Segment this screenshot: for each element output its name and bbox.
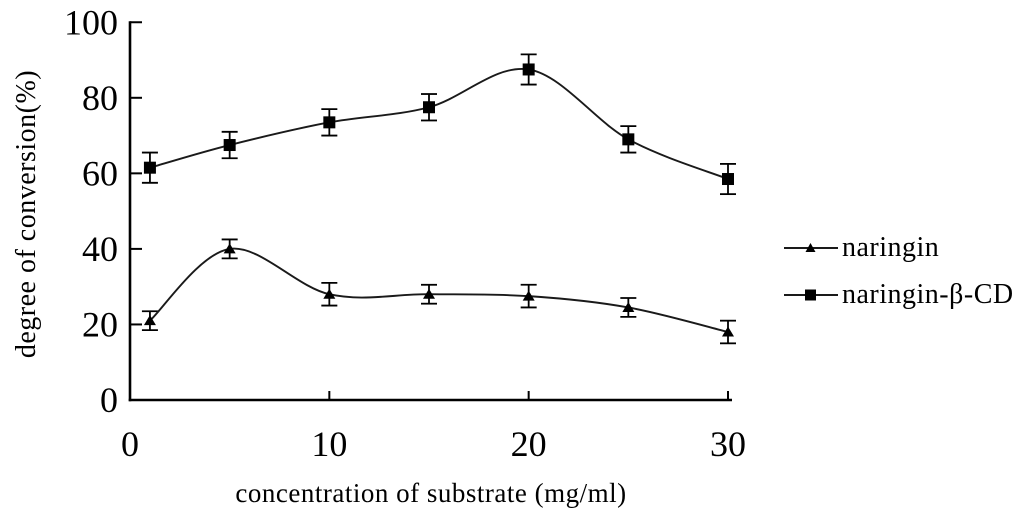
triangle-marker bbox=[622, 301, 635, 312]
triangle-marker bbox=[423, 288, 435, 299]
triangle-marker bbox=[722, 326, 734, 337]
x-axis-title: concentration of substrate (mg/ml) bbox=[235, 478, 627, 508]
series-naringin-b-cd bbox=[141, 53, 736, 196]
square-marker bbox=[143, 161, 156, 174]
legend-item-naringin-b-cd: naringin-β-CD bbox=[784, 276, 1014, 314]
series-naringin bbox=[141, 238, 736, 345]
square-marker bbox=[722, 173, 734, 186]
axes bbox=[128, 21, 732, 402]
x-tick-label: 10 bbox=[311, 424, 347, 464]
triangle-marker bbox=[805, 243, 816, 252]
y-axis-title: degree of conversion(%) bbox=[11, 69, 42, 359]
y-tick-label: 60 bbox=[82, 153, 118, 193]
square-line-marker-icon bbox=[784, 289, 838, 301]
square-marker bbox=[622, 133, 635, 146]
square-marker bbox=[223, 139, 236, 152]
legend-label-naringin: naringin bbox=[842, 232, 940, 263]
series-curve bbox=[149, 67, 729, 180]
square-marker bbox=[522, 63, 535, 76]
x-tick-label: 30 bbox=[710, 424, 746, 464]
x-tick-label: 0 bbox=[121, 424, 139, 464]
square-marker bbox=[805, 289, 816, 301]
tick-labels: 0 20 40 60 80 100 0 10 20 30 bbox=[64, 2, 746, 464]
y-tick-label: 100 bbox=[64, 2, 118, 42]
y-tick-label: 40 bbox=[82, 229, 118, 269]
square-marker bbox=[323, 116, 336, 129]
triangle-line-marker-icon bbox=[784, 243, 838, 252]
triangle-marker bbox=[143, 315, 156, 326]
triangle-marker bbox=[323, 288, 336, 299]
legend-item-naringin: naringin bbox=[784, 229, 1014, 267]
y-tick-label: 0 bbox=[100, 380, 118, 420]
series-curve bbox=[149, 247, 729, 333]
y-tick-label: 80 bbox=[82, 78, 118, 118]
y-tick-label: 20 bbox=[82, 304, 118, 344]
x-tick-label: 20 bbox=[511, 424, 547, 464]
legend-label-naringin-b-cd: naringin-β-CD bbox=[842, 279, 1014, 310]
square-marker bbox=[423, 101, 435, 114]
legend: naringin naringin-β-CD bbox=[784, 229, 1014, 314]
triangle-marker bbox=[223, 243, 236, 254]
ticks bbox=[130, 21, 729, 400]
triangle-marker bbox=[522, 290, 535, 301]
